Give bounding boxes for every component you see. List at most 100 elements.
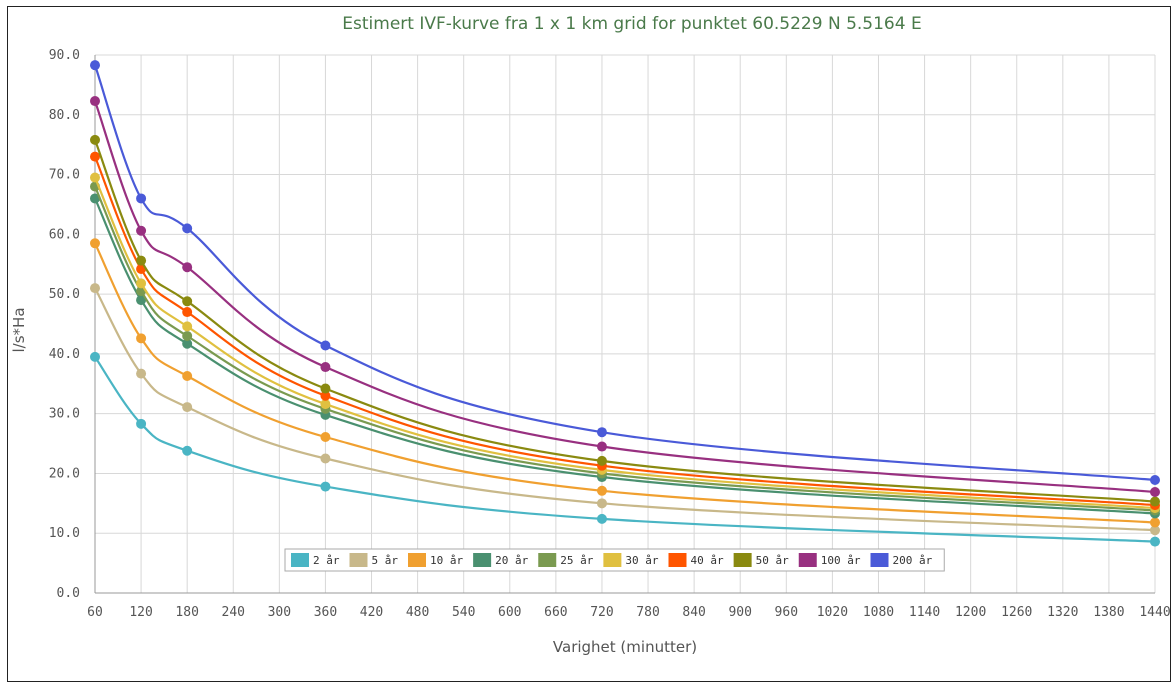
data-point[interactable] [136,368,147,379]
legend-swatch [733,553,752,567]
x-axis-label: Varighet (minutter) [553,638,697,656]
series-line [93,156,1156,507]
legend-label: 5 år [372,554,399,567]
legend-item[interactable]: 200 år [870,553,933,567]
legend-swatch [291,553,309,567]
data-point[interactable] [136,255,147,266]
data-point[interactable] [136,333,147,344]
legend-item[interactable]: 5 år [349,553,399,567]
series-5 [90,172,1160,514]
legend-item[interactable]: 50 år [733,553,789,567]
data-point[interactable] [182,321,193,332]
y-tick-label: 40.0 [49,347,80,362]
legend: 2 år 5 år 10 år 20 år 25 år 30 år 40 år 50 år 10… [284,548,945,572]
legend-label: 25 år [560,554,593,567]
x-tick-label: 960 [775,605,798,620]
x-tick-label: 1320 [1047,605,1078,620]
data-point[interactable] [1150,486,1160,497]
legend-swatch [473,553,492,567]
legend-item[interactable]: 25 år [538,553,594,567]
legend-label: 30 år [625,554,658,567]
series-9 [90,60,1160,486]
legend-item[interactable]: 2 år [291,553,340,567]
legend-label: 10 år [430,554,463,567]
y-tick-label: 50.0 [49,287,80,302]
legend-label: 200 år [893,554,933,567]
series-line [93,186,1156,512]
data-point[interactable] [182,402,193,413]
data-point[interactable] [90,96,100,107]
data-point[interactable] [182,262,193,273]
data-point[interactable] [1150,517,1160,528]
x-tick-label: 1020 [817,605,848,620]
x-tick-label: 660 [544,605,567,620]
series-line [94,287,1156,532]
data-point[interactable] [596,513,607,524]
legend-label: 100 år [821,554,861,567]
series-line [93,64,1156,482]
legend-item[interactable]: 20 år [473,553,529,567]
series-8 [90,96,1160,497]
data-point[interactable] [182,330,193,341]
data-point[interactable] [320,399,331,410]
data-point[interactable] [90,238,100,249]
y-tick-label: 60.0 [49,227,80,242]
y-tick-label: 20.0 [49,466,80,481]
data-point[interactable] [320,390,331,401]
data-point[interactable] [182,307,193,318]
x-tick-label: 300 [268,605,291,620]
x-tick-label: 900 [728,605,751,620]
data-point[interactable] [1150,496,1160,507]
series-0 [90,351,1160,547]
data-point[interactable] [182,296,193,307]
data-point[interactable] [90,172,100,183]
y-tick-label: 0.0 [57,586,80,601]
data-point[interactable] [90,283,100,294]
data-point[interactable] [136,418,147,429]
data-point[interactable] [320,481,331,492]
data-point[interactable] [182,445,193,456]
data-point[interactable] [596,427,607,438]
data-point[interactable] [90,351,100,362]
data-point[interactable] [90,134,100,145]
data-point[interactable] [320,431,331,442]
data-point[interactable] [1150,475,1160,486]
data-point[interactable] [596,485,607,496]
data-point[interactable] [90,151,100,162]
legend-item[interactable]: 100 år [798,553,861,567]
data-point[interactable] [136,225,147,236]
x-tick-label: 600 [498,605,521,620]
x-tick-label: 480 [406,605,429,620]
data-point[interactable] [90,60,100,71]
legend-item[interactable]: 30 år [603,553,659,567]
data-point[interactable] [596,498,607,509]
data-point[interactable] [136,193,147,204]
data-point[interactable] [320,362,331,373]
x-tick-label: 360 [314,605,337,620]
data-point[interactable] [1150,536,1160,547]
y-tick-label: 10.0 [49,526,80,541]
data-point[interactable] [182,371,193,382]
legend-item[interactable]: 40 år [668,553,724,567]
data-point[interactable] [320,453,331,464]
data-point[interactable] [182,338,193,349]
x-tick-label: 60 [87,605,103,620]
legend-swatch [668,553,687,567]
data-point[interactable] [136,278,147,289]
legend-label: 50 år [756,554,789,567]
legend-item[interactable]: 10 år [408,553,463,567]
legend-swatch [349,553,368,567]
x-tick-label: 720 [590,605,613,620]
data-point[interactable] [596,455,607,466]
data-point[interactable] [596,441,607,452]
data-point[interactable] [90,193,100,204]
data-point[interactable] [182,223,193,234]
x-tick-label: 420 [360,605,383,620]
data-point[interactable] [320,340,331,351]
series-7 [90,134,1160,507]
data-point[interactable] [320,383,331,394]
legend-swatch [870,553,889,567]
data-point[interactable] [136,295,147,306]
data-point[interactable] [1150,525,1160,536]
